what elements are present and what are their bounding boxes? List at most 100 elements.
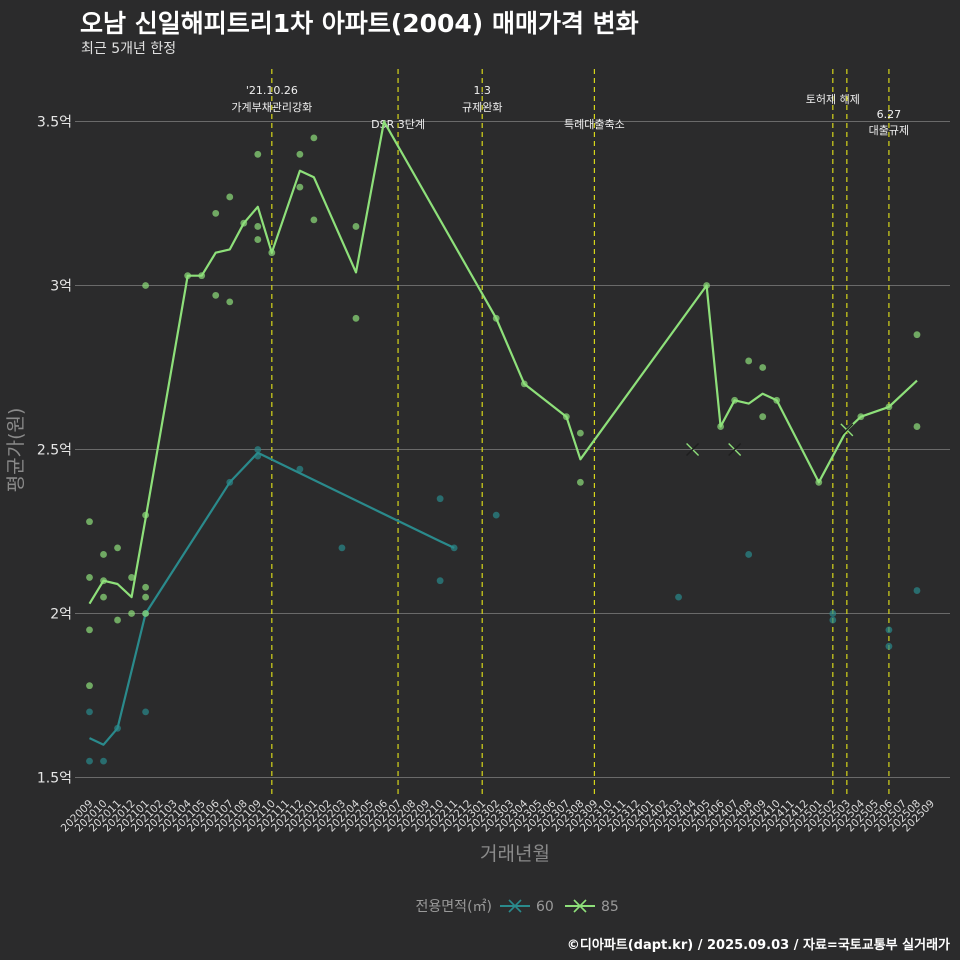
data-point-85 <box>128 574 135 581</box>
legend-key-x <box>508 899 522 913</box>
data-point-85 <box>114 616 121 624</box>
x-marker-stroke <box>840 423 854 437</box>
data-point-60 <box>745 551 753 558</box>
data-point-85 <box>310 134 318 142</box>
data-point-85 <box>913 423 921 430</box>
y-axis-ticks: 1.5억 2억 2.5억 3억 3.5억 <box>37 115 72 787</box>
x-axis-ticks: 2020092020102020112020122021012021022021… <box>59 797 937 834</box>
data-point-60 <box>100 757 107 765</box>
x-marker-85 <box>840 423 854 437</box>
data-point-60 <box>338 544 346 552</box>
data-point-85 <box>773 396 781 404</box>
event-label: '21.10.26 <box>246 84 298 97</box>
event-label: 대출규제 <box>869 124 909 137</box>
data-point-60 <box>254 452 262 460</box>
data-point-85 <box>296 183 304 191</box>
data-point-85 <box>296 150 304 158</box>
event-label: 가계부채관리강화 <box>231 101 312 114</box>
data-point-85 <box>142 593 150 601</box>
data-point-85 <box>492 314 500 322</box>
data-point-60 <box>296 465 304 473</box>
data-point-60 <box>436 495 444 503</box>
event-label: DSR 3단계 <box>371 118 425 131</box>
x-marker-85 <box>728 443 742 456</box>
data-point-60 <box>114 724 121 732</box>
data-point-85 <box>703 282 710 289</box>
data-point-60 <box>885 642 893 650</box>
data-point-85 <box>885 403 893 411</box>
data-point-85 <box>198 272 206 280</box>
data-point-85 <box>731 396 739 404</box>
chart-title: 오남 신일해피트리1차 아파트(2004) 매매가격 변화 <box>80 9 639 38</box>
data-point-85 <box>352 314 360 322</box>
event-label: 규제완화 <box>462 101 502 114</box>
event-label: 1.3 <box>473 84 491 97</box>
data-point-60 <box>450 544 458 552</box>
data-point-60 <box>142 708 150 716</box>
series-line-60 <box>89 451 455 746</box>
legend: 전용면적(㎡) 60 85 <box>416 899 619 915</box>
x-marker-stroke <box>728 443 742 456</box>
data-point-85 <box>745 357 753 365</box>
series-points <box>86 134 921 765</box>
data-point-85 <box>310 216 318 224</box>
legend-key-x <box>573 899 587 913</box>
data-point-60 <box>86 708 93 716</box>
data-point-85 <box>815 478 823 486</box>
event-label: 토허제 해제 <box>806 92 860 106</box>
series-line-85 <box>88 120 918 605</box>
legend-title: 전용면적(㎡) <box>416 899 492 915</box>
y-tick-label: 3.5억 <box>37 115 72 131</box>
data-point-60 <box>885 626 893 634</box>
data-point-60 <box>829 616 837 624</box>
data-point-85 <box>759 413 767 421</box>
data-point-60 <box>254 446 262 453</box>
data-point-85 <box>717 423 725 430</box>
x-marker-stroke <box>686 443 700 456</box>
data-point-85 <box>86 626 93 634</box>
source-caption: ©디아파트(dapt.kr) / 2025.09.03 / 자료=국토교통부 실… <box>566 938 950 953</box>
legend-label-85: 85 <box>601 899 619 915</box>
data-point-85 <box>100 551 107 558</box>
data-point-85 <box>128 610 135 617</box>
x-axis-label: 거래년월 <box>480 843 550 865</box>
data-point-85 <box>254 150 262 158</box>
data-point-60 <box>226 478 234 486</box>
data-point-85 <box>268 249 276 257</box>
data-point-60 <box>913 587 921 594</box>
data-point-85 <box>212 209 220 217</box>
data-point-85 <box>576 429 584 437</box>
data-point-85 <box>857 413 865 421</box>
data-point-85 <box>759 364 767 371</box>
data-point-85 <box>212 291 220 299</box>
y-tick-label: 2억 <box>50 607 72 623</box>
data-point-85 <box>352 223 360 230</box>
data-point-85 <box>86 682 93 690</box>
event-label: 특례대출축소 <box>564 118 625 131</box>
data-point-85 <box>86 574 93 581</box>
y-tick-label: 3억 <box>50 279 72 295</box>
data-point-85 <box>142 282 150 289</box>
data-point-85 <box>142 511 150 519</box>
data-point-60 <box>492 511 500 519</box>
data-point-85 <box>226 298 234 306</box>
data-point-60 <box>86 757 93 765</box>
data-point-60 <box>436 577 444 585</box>
event-label: 6.27 <box>877 108 902 121</box>
y-tick-label: 1.5억 <box>37 771 72 787</box>
data-point-85 <box>576 478 584 486</box>
legend-label-60: 60 <box>536 899 554 915</box>
data-point-85 <box>226 193 234 201</box>
data-point-85 <box>142 610 150 617</box>
data-point-85 <box>913 331 921 339</box>
data-point-85 <box>562 413 570 421</box>
data-point-85 <box>100 593 107 601</box>
x-marker-85 <box>686 443 700 456</box>
data-point-85 <box>100 577 107 585</box>
grid-lines <box>75 121 950 778</box>
data-point-85 <box>240 219 248 227</box>
data-point-85 <box>86 518 93 526</box>
data-point-85 <box>114 544 121 552</box>
y-axis-label: 평균가(원) <box>5 408 27 493</box>
